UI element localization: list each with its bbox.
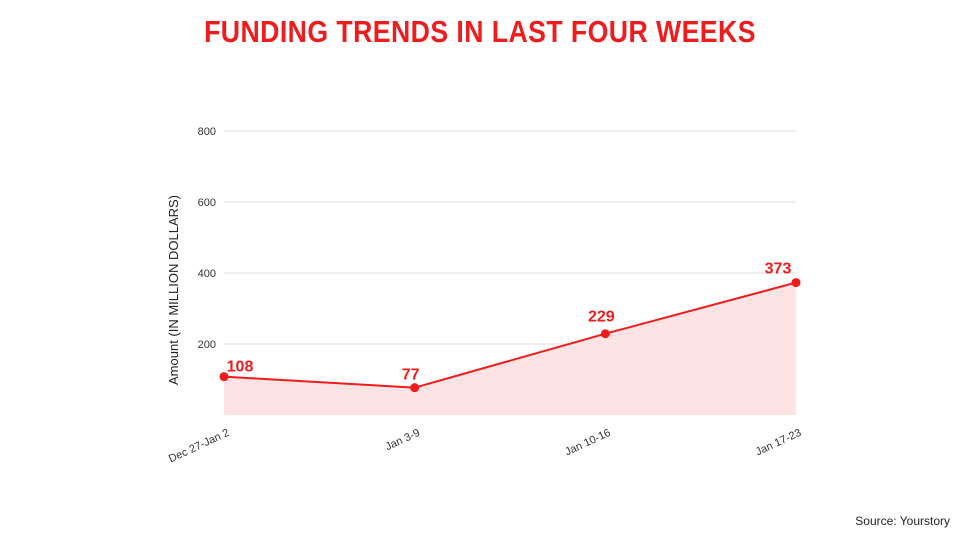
area-fill [224, 282, 796, 415]
data-label: 373 [765, 261, 792, 278]
x-tick-label: Jan 3-9 [384, 427, 422, 453]
data-labels: 108 77 229 373 [227, 261, 792, 384]
data-points [219, 278, 801, 393]
y-tick-label: 600 [198, 197, 216, 209]
data-label: 108 [227, 359, 254, 376]
x-axis-ticks: Dec 27-Jan 2 Jan 3-9 Jan 10-16 Jan 17-23 [167, 427, 803, 466]
y-axis-ticks: 200 400 600 800 [198, 126, 216, 351]
x-tick-label: Dec 27-Jan 2 [167, 427, 231, 466]
y-tick-label: 800 [198, 126, 216, 138]
data-point [219, 372, 229, 382]
chart-title: FUNDING TRENDS IN LAST FOUR WEEKS [204, 14, 756, 49]
data-point [791, 278, 801, 288]
source-note: Source: Yourstory [855, 514, 950, 528]
y-tick-label: 400 [198, 268, 216, 280]
x-tick-label: Jan 10-16 [563, 427, 612, 459]
data-label: 229 [588, 309, 615, 326]
data-label: 77 [402, 367, 420, 384]
data-point [410, 383, 420, 393]
series-line [223, 281, 797, 389]
x-tick-label: Jan 17-23 [754, 427, 803, 459]
data-point [600, 329, 610, 339]
y-tick-label: 200 [198, 339, 216, 351]
y-axis-label: Amount (IN MILLION DOLLARS) [166, 195, 181, 385]
